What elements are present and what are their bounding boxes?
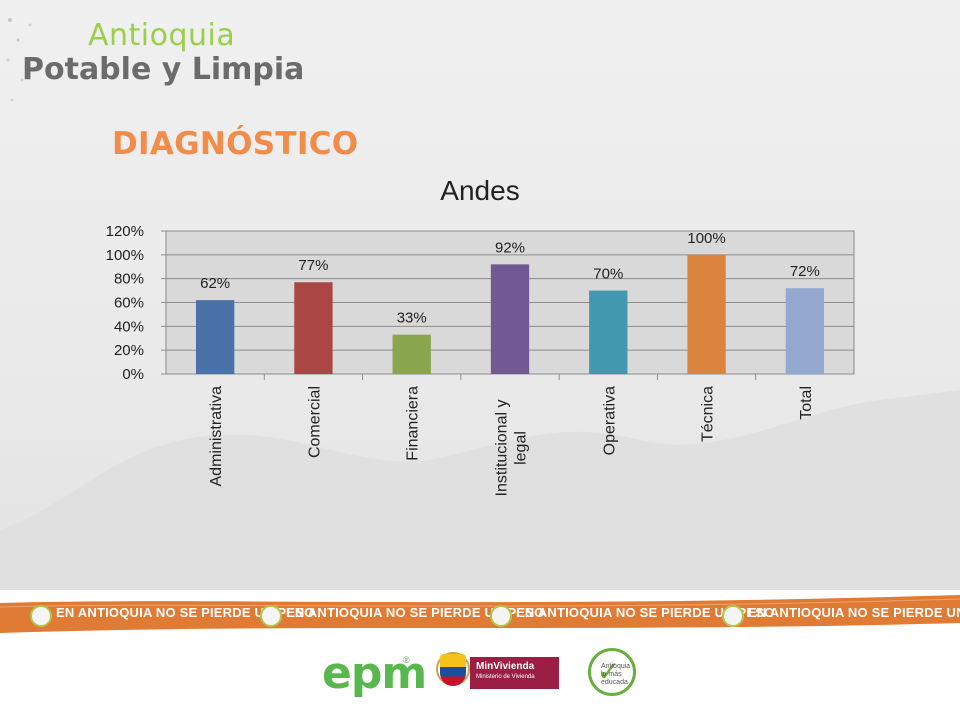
minvivienda-subtitle: Ministerio de Vivienda bbox=[476, 674, 535, 680]
campaign-seal-icon bbox=[722, 605, 744, 627]
slide-heading: DIAGNÓSTICO bbox=[112, 126, 359, 162]
checkmark-icon: ✓ bbox=[597, 656, 621, 687]
y-tick-label: 0% bbox=[122, 366, 144, 383]
data-label: 77% bbox=[298, 257, 328, 274]
x-tick-label: Institucional y legal bbox=[494, 400, 530, 497]
data-label: 92% bbox=[495, 239, 525, 256]
logo-line-1: Antioquia bbox=[88, 18, 236, 53]
bar bbox=[589, 290, 628, 374]
bar bbox=[687, 254, 726, 374]
banner-text-4: EN ANTIOQUIA NO SE PIERDE UN PESO bbox=[748, 605, 960, 620]
x-tick-label: Total bbox=[798, 386, 815, 420]
data-label: 33% bbox=[397, 310, 427, 327]
banner-text-2: EN ANTIOQUIA NO SE PIERDE UN PESO bbox=[286, 605, 545, 620]
x-tick-label: Financiera bbox=[405, 386, 422, 461]
data-label: 62% bbox=[200, 275, 230, 292]
y-tick-label: 80% bbox=[114, 271, 144, 288]
y-tick-label: 60% bbox=[114, 295, 144, 312]
antioquia-educada-logo: ✓ Antioquia la más educada bbox=[588, 648, 636, 696]
bar-chart: 0% 20% 40% 60% 80% 100% 120% 62% Administrativa 7… bbox=[106, 223, 855, 497]
logo-line-2: Potable y Limpia bbox=[22, 52, 305, 87]
bar bbox=[195, 300, 235, 374]
chart-title: Andes bbox=[440, 175, 520, 206]
epm-logo: epm bbox=[322, 648, 427, 699]
minvivienda-title: MinVivienda bbox=[476, 661, 535, 672]
campaign-seal-icon bbox=[490, 605, 512, 627]
antioquia-educada-text: Antioquia la más educada bbox=[601, 663, 631, 686]
bar bbox=[392, 334, 431, 374]
data-label: 70% bbox=[593, 266, 623, 283]
data-label: 100% bbox=[687, 230, 725, 247]
bar bbox=[294, 282, 333, 374]
antioquia-potable-logo: Antioquia Potable y Limpia bbox=[18, 10, 304, 100]
banner-text-1: EN ANTIOQUIA NO SE PIERDE UN PESO bbox=[56, 605, 315, 620]
x-tick-label: Técnica bbox=[700, 386, 717, 442]
colombia-shield-icon bbox=[440, 654, 466, 686]
x-tick-label: Operativa bbox=[601, 386, 618, 455]
x-tick-label: Comercial bbox=[306, 386, 323, 458]
data-label: 72% bbox=[790, 263, 820, 280]
epm-registered-mark: ® bbox=[403, 655, 410, 665]
minvivienda-logo: MinVivienda Ministerio de Vivienda bbox=[470, 657, 559, 689]
decorative-dots-icon bbox=[6, 18, 32, 102]
banner-text-3: EN ANTIOQUIA NO SE PIERDE UN PESO bbox=[516, 605, 775, 620]
y-tick-label: 40% bbox=[114, 318, 144, 335]
bar bbox=[490, 264, 530, 374]
y-tick-label: 120% bbox=[106, 223, 144, 240]
bar bbox=[785, 288, 825, 374]
campaign-seal-icon bbox=[30, 605, 52, 627]
campaign-seal-icon bbox=[260, 605, 282, 627]
x-tick-label: Administrativa bbox=[208, 386, 225, 487]
background-map-shape bbox=[0, 390, 960, 590]
y-tick-label: 100% bbox=[106, 247, 144, 264]
campaign-banner bbox=[0, 595, 960, 633]
y-tick-label: 20% bbox=[114, 342, 144, 359]
